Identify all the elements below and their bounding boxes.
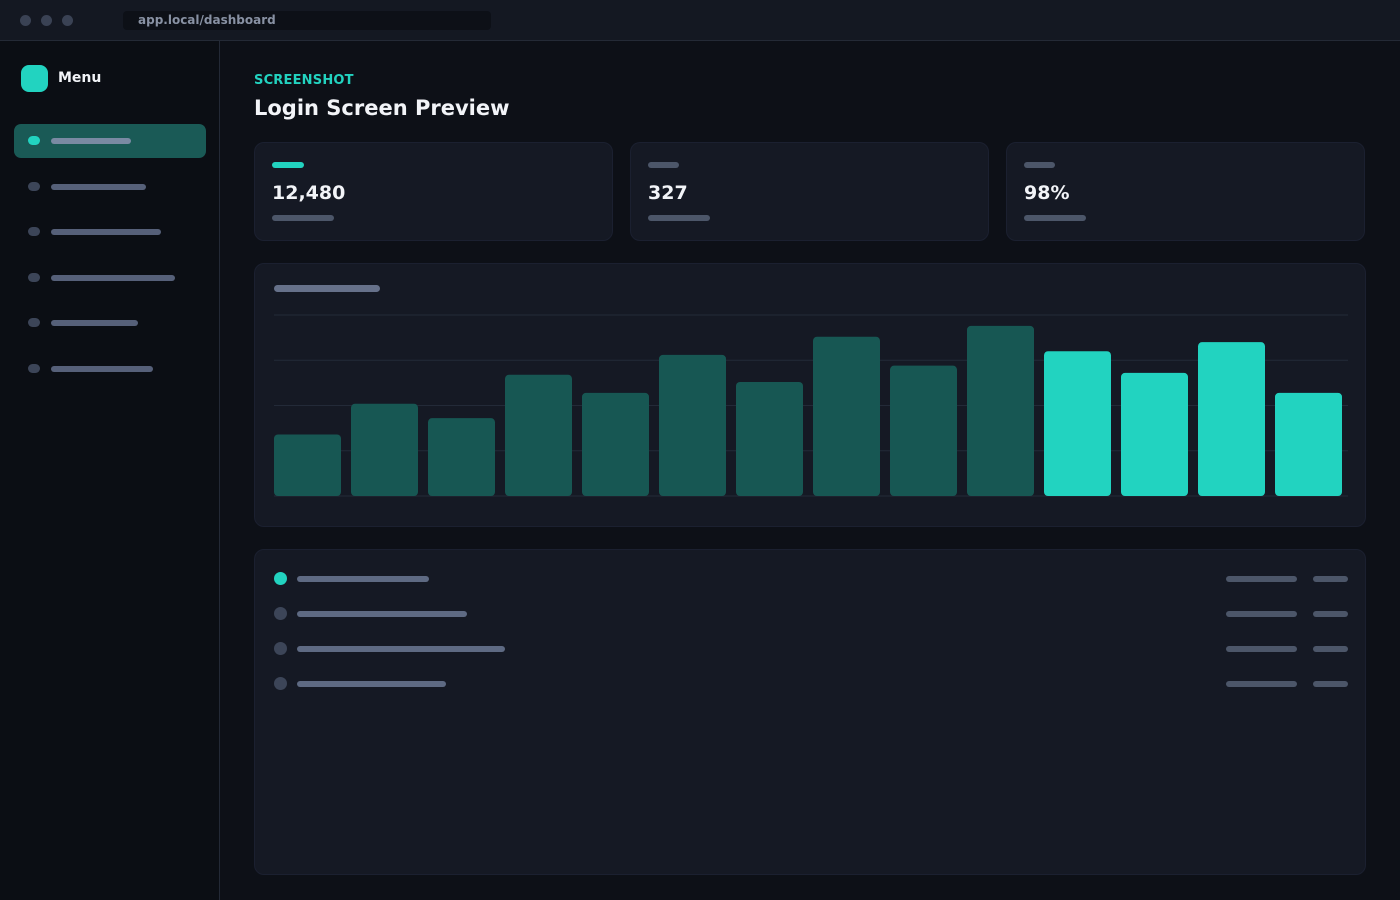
sidebar-item-label-placeholder bbox=[51, 320, 138, 326]
chart-bar[interactable] bbox=[351, 403, 418, 496]
stat-sub-placeholder bbox=[272, 215, 334, 221]
sidebar-item-label-placeholder bbox=[51, 138, 131, 144]
chart-card bbox=[254, 263, 1366, 527]
stat-sub-placeholder bbox=[1024, 215, 1086, 221]
list-item[interactable] bbox=[255, 639, 1367, 659]
status-dot-icon bbox=[274, 607, 287, 620]
brand-logo-icon bbox=[21, 65, 48, 92]
list-item-label-placeholder bbox=[297, 611, 467, 617]
sidebar-title: Menu bbox=[58, 70, 102, 86]
bar-chart bbox=[274, 314, 1348, 497]
page-eyebrow: SCREENSHOT bbox=[254, 73, 354, 88]
chart-bar[interactable] bbox=[1275, 392, 1342, 496]
status-dot-icon bbox=[274, 677, 287, 690]
status-dot-icon bbox=[274, 642, 287, 655]
stat-label-placeholder bbox=[648, 162, 679, 168]
list-item-meta-placeholder bbox=[1226, 646, 1297, 652]
list-item[interactable] bbox=[255, 674, 1367, 694]
list-item-meta-placeholder bbox=[1313, 611, 1348, 617]
list-item[interactable] bbox=[255, 569, 1367, 589]
sidebar: Menu bbox=[0, 41, 220, 900]
list-item-meta-placeholder bbox=[1226, 576, 1297, 582]
sidebar-item-2[interactable] bbox=[14, 170, 206, 204]
nav-dot-icon bbox=[28, 318, 40, 327]
list-item-meta-placeholder bbox=[1313, 646, 1348, 652]
stat-value: 12,480 bbox=[272, 182, 346, 204]
chart-bar[interactable] bbox=[274, 434, 341, 496]
chart-bar[interactable] bbox=[582, 392, 649, 496]
stat-label-placeholder bbox=[272, 162, 304, 168]
chart-bar[interactable] bbox=[659, 354, 726, 496]
list-item-meta-placeholder bbox=[1313, 681, 1348, 687]
list-item[interactable] bbox=[255, 604, 1367, 624]
nav-dot-icon bbox=[28, 136, 40, 145]
chart-bar[interactable] bbox=[1121, 372, 1188, 496]
stat-value: 98% bbox=[1024, 182, 1070, 204]
chart-bar[interactable] bbox=[505, 374, 572, 496]
window-maximize-dot[interactable] bbox=[62, 15, 73, 26]
nav-dot-icon bbox=[28, 227, 40, 236]
list-item-meta-placeholder bbox=[1313, 576, 1348, 582]
chart-bar[interactable] bbox=[813, 336, 880, 496]
list-item-label-placeholder bbox=[297, 681, 446, 687]
page-title: Login Screen Preview bbox=[254, 96, 510, 120]
sidebar-item-label-placeholder bbox=[51, 229, 161, 235]
stat-value: 327 bbox=[648, 182, 688, 204]
window-close-dot[interactable] bbox=[20, 15, 31, 26]
sidebar-item-1[interactable] bbox=[14, 124, 206, 158]
nav-dot-icon bbox=[28, 363, 40, 373]
list-item-label-placeholder bbox=[297, 646, 505, 652]
nav-dot-icon bbox=[28, 181, 40, 191]
chart-bar[interactable] bbox=[428, 418, 495, 496]
browser-chrome: app.local/dashboard bbox=[0, 0, 1400, 41]
list-item-label-placeholder bbox=[297, 576, 429, 582]
sidebar-item-5[interactable] bbox=[14, 306, 206, 340]
stat-card-1: 12,480 bbox=[254, 142, 613, 241]
window-minimize-dot[interactable] bbox=[41, 15, 52, 26]
chart-bar[interactable] bbox=[736, 381, 803, 496]
sidebar-nav bbox=[14, 124, 206, 397]
sidebar-item-3[interactable] bbox=[14, 215, 206, 249]
stat-card-3: 98% bbox=[1006, 142, 1365, 241]
chart-bar[interactable] bbox=[967, 325, 1034, 496]
stat-label-placeholder bbox=[1024, 162, 1055, 168]
nav-dot-icon bbox=[28, 272, 40, 282]
address-bar[interactable]: app.local/dashboard bbox=[123, 11, 491, 30]
stat-sub-placeholder bbox=[648, 215, 710, 221]
list-item-meta-placeholder bbox=[1226, 681, 1297, 687]
chart-bar[interactable] bbox=[890, 365, 957, 496]
sidebar-item-4[interactable] bbox=[14, 261, 206, 295]
activity-list bbox=[254, 549, 1366, 875]
list-item-meta-placeholder bbox=[1226, 611, 1297, 617]
status-dot-icon bbox=[274, 572, 287, 585]
sidebar-item-label-placeholder bbox=[51, 274, 175, 281]
chart-bar[interactable] bbox=[1044, 351, 1111, 496]
sidebar-item-6[interactable] bbox=[14, 352, 206, 386]
chart-title-placeholder bbox=[274, 285, 380, 292]
sidebar-item-label-placeholder bbox=[51, 365, 153, 372]
sidebar-item-label-placeholder bbox=[51, 183, 146, 190]
chart-bar[interactable] bbox=[1198, 342, 1265, 496]
stat-card-2: 327 bbox=[630, 142, 989, 241]
